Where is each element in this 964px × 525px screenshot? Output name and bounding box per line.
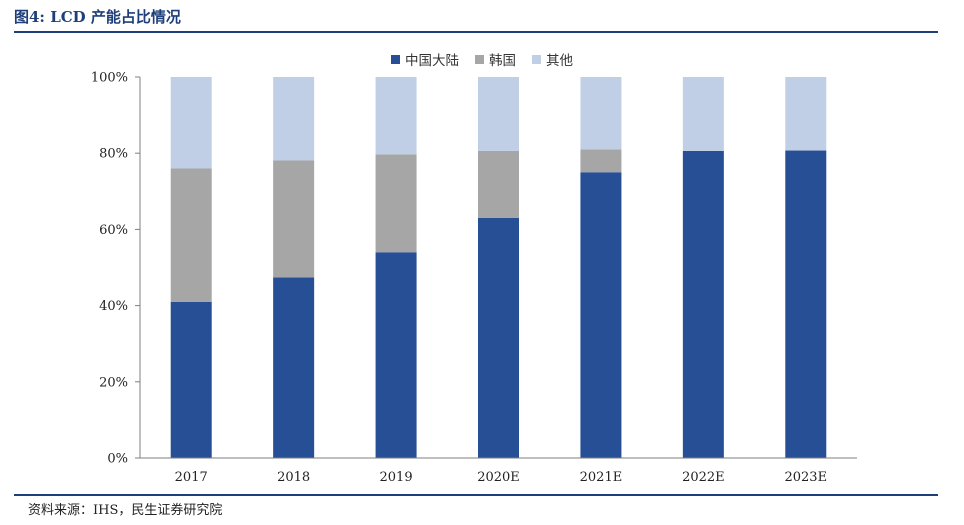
x-tick-label: 2021E — [580, 470, 623, 485]
legend-item-series-1: 中国大陆 — [391, 49, 459, 69]
stacked-bar-chart: 0% 20% 40% 60% 80% 100% 2017 2018 2019 2020E 2021E… — [91, 71, 857, 485]
legend-item-series-2: 韩国 — [475, 49, 516, 69]
y-tick-label: 80% — [99, 147, 128, 162]
bar-segment-series-2 — [375, 154, 417, 253]
legend-swatch-series-2 — [475, 54, 484, 64]
legend-swatch-series-3 — [532, 54, 541, 64]
legend-item-series-3: 其他 — [532, 49, 573, 69]
bar-segment-series-3 — [785, 77, 827, 151]
x-tick-label: 2020E — [477, 470, 520, 485]
bar-segment-series-1 — [375, 252, 417, 458]
x-tick-label: 2022E — [682, 470, 725, 485]
y-tick-label: 0% — [107, 452, 128, 467]
bar-segment-series-3 — [170, 77, 212, 169]
figure-title: 图4: LCD 产能占比情况 — [14, 8, 181, 26]
bar-segment-series-1 — [682, 150, 724, 458]
x-tick-label: 2018 — [277, 470, 310, 485]
bar-segment-series-2 — [170, 168, 212, 302]
legend-label-series-3: 其他 — [546, 53, 573, 69]
x-tick-label: 2023E — [784, 470, 827, 485]
title-rule — [14, 31, 938, 33]
x-tick-label: 2017 — [175, 470, 208, 485]
bar-segment-series-3 — [375, 77, 417, 155]
bar-segment-series-1 — [273, 277, 315, 458]
bar-segment-series-2 — [580, 149, 622, 173]
y-tick-label: 40% — [99, 299, 128, 314]
chart-legend: 中国大陆 韩国 其他 — [0, 49, 964, 69]
source-note: 资料来源：IHS，民生证券研究院 — [28, 503, 223, 518]
bar-segment-series-3 — [682, 77, 724, 151]
source-rule — [14, 494, 938, 496]
legend-label-series-2: 韩国 — [489, 53, 516, 69]
legend-swatch-series-1 — [391, 54, 400, 64]
y-tick-label: 100% — [91, 71, 128, 86]
bar-segment-series-2 — [478, 150, 519, 218]
bar-segment-series-1 — [785, 150, 827, 458]
y-tick-label: 60% — [99, 223, 128, 238]
bar-segment-series-1 — [580, 172, 622, 458]
bar-segment-series-3 — [273, 77, 315, 161]
bar-segment-series-3 — [478, 77, 519, 151]
x-tick-label: 2019 — [380, 470, 413, 485]
bar-segment-series-2 — [273, 160, 315, 278]
bar-segment-series-1 — [478, 217, 519, 458]
bar-segment-series-3 — [580, 77, 622, 150]
legend-label-series-1: 中国大陆 — [405, 53, 459, 69]
bar-segment-series-1 — [170, 301, 212, 458]
y-tick-label: 20% — [99, 375, 128, 390]
